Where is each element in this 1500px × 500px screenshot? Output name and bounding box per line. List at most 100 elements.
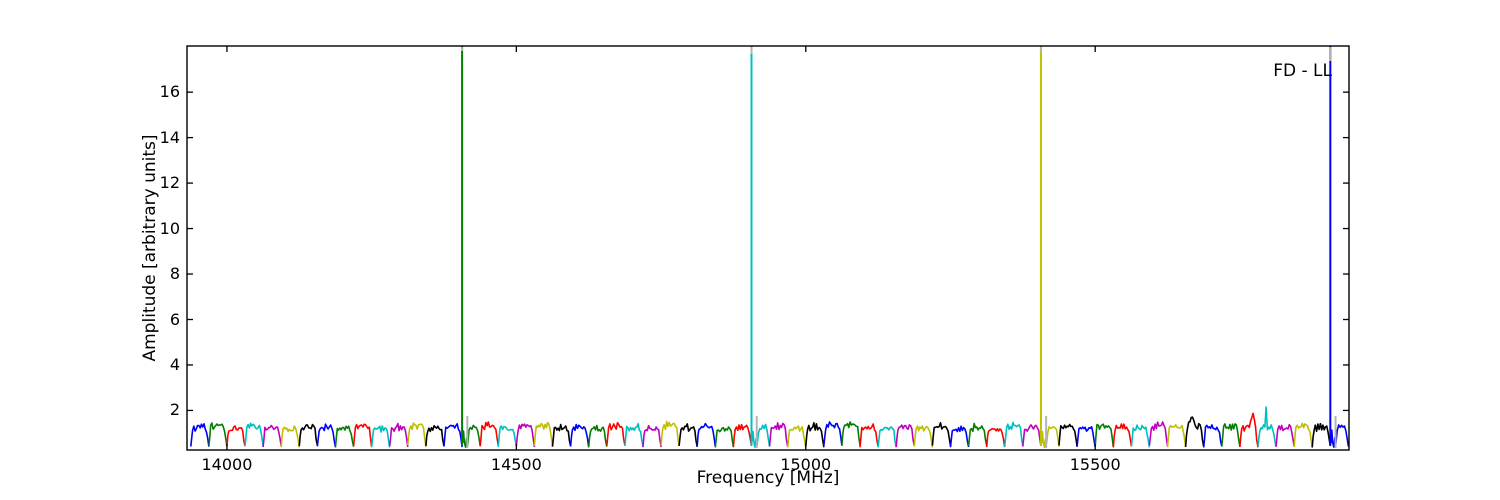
subband-segment	[407, 422, 427, 447]
subband-segment	[587, 424, 608, 448]
subband-segment	[190, 423, 210, 447]
subband-segment	[1166, 424, 1187, 448]
bandpass-curve	[352, 423, 373, 447]
bandpass-curve	[696, 422, 717, 447]
subband-segment	[370, 425, 391, 448]
subband-segment	[895, 424, 916, 448]
subband-segment	[443, 423, 463, 448]
bandpass-curve	[280, 425, 301, 448]
subband-segment	[1311, 422, 1332, 448]
bandpass-curve	[606, 421, 626, 446]
y-tick-label: 16	[159, 82, 180, 102]
subband-segment	[913, 425, 934, 448]
y-tick-label: 4	[169, 354, 180, 374]
subband-segment	[1275, 423, 1295, 448]
subband-segment	[805, 422, 825, 448]
y-tick-label: 10	[159, 218, 180, 238]
bandpass-curve	[967, 422, 988, 447]
subband-segment	[732, 423, 753, 447]
subband-segment	[660, 420, 680, 446]
bandpass-curve	[1166, 424, 1187, 448]
bandpass-curve	[370, 425, 391, 448]
bandpass-curve	[443, 423, 463, 448]
subband-segment	[479, 421, 500, 447]
x-tick-label: 14500	[490, 455, 542, 474]
subband-segment	[226, 425, 246, 447]
bandpass-curve	[1022, 424, 1042, 447]
bandpass-curve	[805, 422, 825, 448]
subband-segment	[606, 421, 626, 446]
y-tick-label: 6	[169, 309, 180, 329]
bandpass-curve	[515, 423, 536, 448]
bandpass-curve	[425, 425, 445, 447]
subband-segment	[841, 421, 861, 446]
subband-segment	[931, 422, 952, 447]
bandpass-curve	[479, 421, 500, 447]
bandpass-curve	[587, 424, 608, 448]
subband-segment	[316, 423, 337, 448]
subband-segment	[533, 421, 554, 447]
bandpass-curve	[1094, 423, 1115, 447]
subband-segment	[750, 46, 771, 448]
subband-segment	[569, 423, 590, 448]
subband-segment	[1257, 406, 1277, 447]
bandpass-curve	[895, 424, 916, 448]
bandpass-curve	[1148, 421, 1169, 447]
bandpass-curve	[461, 424, 481, 448]
subband-segment	[1329, 46, 1349, 448]
bandpass-curve	[1184, 416, 1205, 447]
subband-segment	[714, 426, 735, 448]
subband-segment	[768, 422, 789, 447]
subband-segment	[696, 422, 717, 447]
bandpass-curve	[1293, 422, 1313, 448]
bandpass-curve	[714, 426, 735, 448]
bandpass-curve	[913, 425, 934, 448]
subband-segment	[280, 425, 301, 448]
subband-segment	[1239, 412, 1259, 448]
subband-segment	[1130, 424, 1151, 448]
bandpass-curve	[1221, 423, 1241, 448]
x-tick-label: 14000	[201, 455, 253, 474]
subband-segment	[786, 425, 807, 448]
subband-segment	[985, 427, 1006, 448]
axes-frame	[186, 45, 1350, 451]
bandpass-curve	[642, 424, 662, 448]
subband-segment	[1039, 46, 1060, 449]
bandpass-curve	[497, 425, 518, 448]
bandpass-curve	[316, 423, 337, 448]
y-tick-label: 8	[169, 264, 180, 284]
subband-segment	[1148, 421, 1169, 447]
subband-segment	[877, 426, 897, 448]
subband-segment	[298, 423, 319, 447]
bandpass-curve	[931, 422, 952, 447]
bandpass-curve	[823, 421, 843, 446]
bandpass-curve	[190, 423, 210, 447]
subband-segment	[1221, 423, 1241, 448]
subband-segment	[1076, 426, 1096, 448]
bandpass-curve	[1112, 423, 1133, 448]
axis-ticks	[187, 46, 1349, 450]
bandpass-curve	[1239, 412, 1259, 448]
x-axis-label: Frequency [MHz]	[696, 468, 840, 488]
subband-segment	[1022, 424, 1042, 447]
bandpass-curve	[751, 423, 771, 448]
bandpass-curve	[949, 425, 970, 448]
bandpass-curve	[732, 423, 753, 447]
subband-segment	[515, 423, 536, 448]
subband-segment	[425, 425, 445, 447]
bandpass-curve	[985, 427, 1006, 448]
y-tick-label: 14	[159, 127, 180, 147]
bandpass-curve	[262, 424, 282, 448]
bandpass-curve	[533, 421, 554, 447]
subband-segment	[1094, 423, 1115, 447]
bandpass-curve	[1275, 423, 1295, 448]
bandpass-curve	[1040, 425, 1060, 449]
subband-segment	[352, 423, 373, 447]
x-tick-label: 15500	[1069, 455, 1121, 474]
subband-segment	[859, 423, 879, 448]
bandpass-curve	[298, 423, 319, 447]
subband-segment	[1112, 423, 1133, 448]
subband-segment	[461, 46, 481, 448]
y-tick-label: 2	[169, 400, 180, 420]
